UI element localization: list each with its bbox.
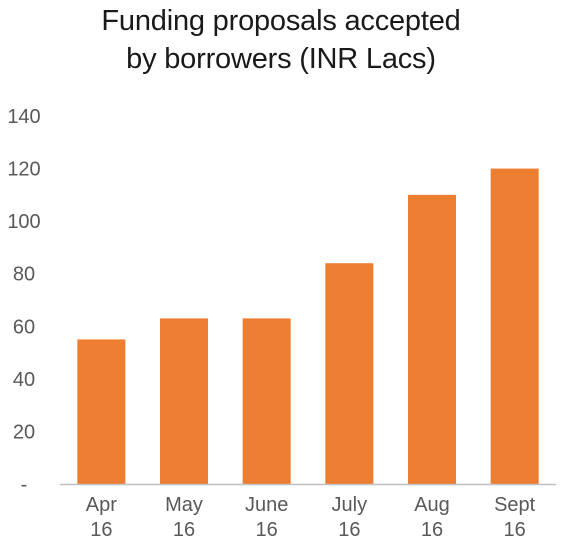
bar-june (242, 318, 291, 484)
chart-title-line-1: Funding proposals accepted (101, 5, 461, 37)
y-tick-label: 100 (7, 211, 40, 233)
y-tick-label: 140 (7, 106, 40, 128)
x-tick-label-month: June (245, 494, 288, 516)
y-tick-label: - (21, 474, 28, 496)
y-tick-label: 20 (13, 421, 35, 443)
x-tick-label-month: July (332, 494, 368, 516)
y-axis-tick-labels: - 20 40 60 80 100 120 140 (7, 106, 40, 496)
bar-series (77, 168, 539, 485)
chart-title-line-2: by borrowers (INR Lacs) (126, 43, 436, 75)
x-tick-label-month: Aug (414, 494, 450, 516)
x-tick-label-month: Sept (494, 494, 536, 516)
bar-may (160, 318, 208, 484)
x-tick-label-month: Apr (86, 494, 117, 516)
bar-july (325, 263, 374, 484)
bar-apr (77, 339, 126, 484)
y-tick-label: 80 (13, 264, 35, 286)
y-tick-label: 120 (7, 159, 40, 181)
x-tick-label-year: 16 (421, 519, 443, 541)
x-tick-label-month: May (165, 494, 203, 516)
y-tick-label: 40 (13, 369, 35, 391)
x-tick-label-year: 16 (504, 519, 526, 541)
x-axis-tick-labels: Apr 16 May 16 June 16 July 16 Aug 16 Sept 16 (86, 494, 536, 541)
bar-sept (490, 168, 539, 485)
x-tick-label-year: 16 (338, 519, 360, 541)
x-tick-label-year: 16 (90, 519, 112, 541)
y-tick-label: 60 (13, 316, 35, 338)
x-tick-label-year: 16 (256, 519, 278, 541)
x-tick-label-year: 16 (173, 519, 195, 541)
bar-aug (408, 194, 456, 484)
